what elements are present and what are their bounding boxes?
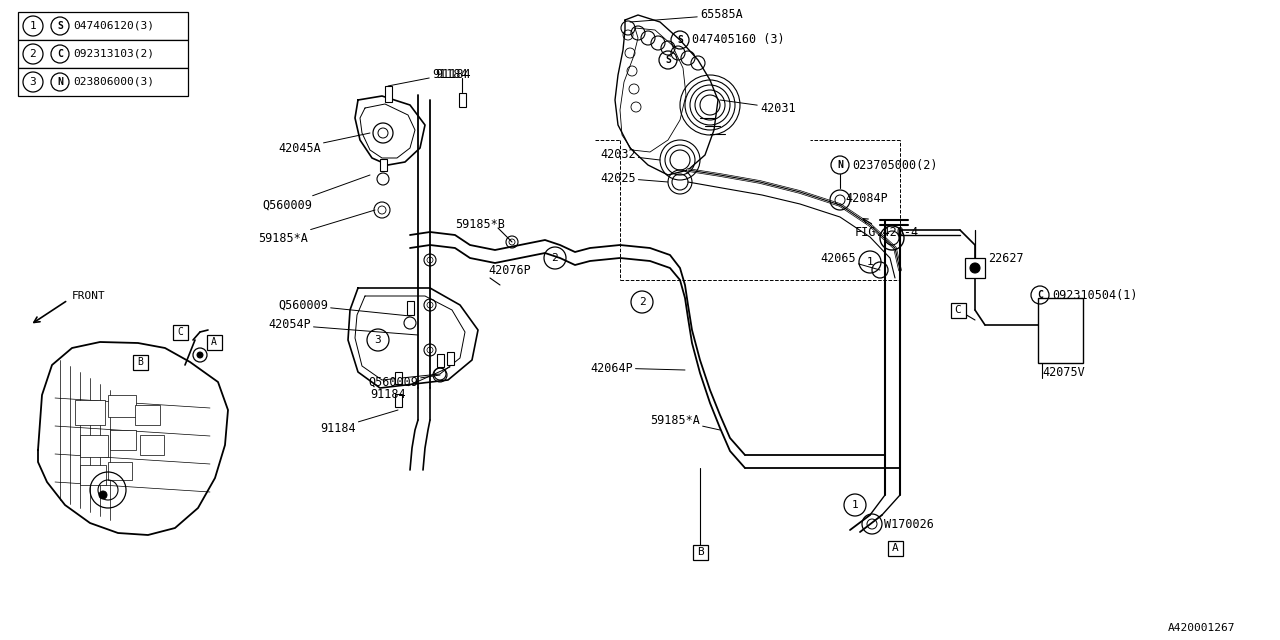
- Text: 42076P: 42076P: [488, 264, 531, 276]
- Text: 22627: 22627: [988, 252, 1024, 264]
- Text: Q560009: Q560009: [262, 175, 370, 211]
- Text: FIG.420-4: FIG.420-4: [855, 219, 919, 239]
- Text: 047406120(3): 047406120(3): [73, 21, 154, 31]
- Text: 42031: 42031: [719, 100, 796, 115]
- Text: N: N: [58, 77, 63, 87]
- Text: 1: 1: [29, 21, 36, 31]
- Text: 42045A: 42045A: [278, 133, 370, 154]
- Circle shape: [970, 263, 980, 273]
- FancyBboxPatch shape: [447, 351, 453, 365]
- Text: N: N: [837, 160, 844, 170]
- FancyBboxPatch shape: [133, 355, 147, 369]
- Text: 59185*A: 59185*A: [259, 210, 375, 244]
- Text: C: C: [177, 327, 183, 337]
- Text: B: B: [137, 357, 143, 367]
- Text: 092313103(2): 092313103(2): [73, 49, 154, 59]
- Text: 42075V: 42075V: [1042, 365, 1084, 378]
- FancyBboxPatch shape: [140, 435, 164, 455]
- FancyBboxPatch shape: [108, 462, 132, 480]
- Text: S: S: [58, 21, 63, 31]
- Text: 91184: 91184: [435, 67, 471, 81]
- Text: C: C: [58, 49, 63, 59]
- Text: Q560009: Q560009: [369, 375, 440, 388]
- FancyBboxPatch shape: [407, 301, 413, 315]
- Text: 42032: 42032: [600, 148, 660, 161]
- Text: Q560009: Q560009: [278, 298, 410, 316]
- Text: 2: 2: [552, 253, 558, 263]
- Text: S: S: [677, 35, 684, 45]
- FancyBboxPatch shape: [1038, 298, 1083, 363]
- Text: A: A: [211, 337, 216, 347]
- Text: 2: 2: [29, 49, 36, 59]
- Text: 42054P: 42054P: [268, 319, 419, 335]
- FancyBboxPatch shape: [458, 93, 466, 107]
- FancyBboxPatch shape: [108, 395, 136, 417]
- Text: 59185*A: 59185*A: [650, 413, 719, 430]
- FancyBboxPatch shape: [436, 353, 443, 367]
- Text: 1: 1: [867, 257, 873, 267]
- Polygon shape: [348, 288, 477, 388]
- FancyBboxPatch shape: [110, 430, 136, 450]
- FancyBboxPatch shape: [394, 394, 402, 406]
- Text: 3: 3: [29, 77, 36, 87]
- Text: 65585A: 65585A: [630, 8, 742, 22]
- FancyBboxPatch shape: [887, 541, 902, 556]
- Text: 42025: 42025: [600, 172, 668, 184]
- FancyBboxPatch shape: [692, 545, 708, 559]
- Text: B: B: [696, 547, 704, 557]
- Text: 42084P: 42084P: [845, 191, 888, 205]
- Text: C: C: [955, 305, 961, 315]
- Text: FRONT: FRONT: [72, 291, 106, 301]
- Polygon shape: [355, 96, 425, 165]
- Text: W170026: W170026: [884, 518, 934, 531]
- Polygon shape: [38, 342, 228, 535]
- Text: 2: 2: [639, 297, 645, 307]
- Text: 91184: 91184: [388, 67, 467, 86]
- FancyBboxPatch shape: [384, 86, 392, 102]
- Text: 1: 1: [851, 500, 859, 510]
- FancyBboxPatch shape: [18, 68, 188, 96]
- Polygon shape: [614, 15, 718, 175]
- Text: 59185*B: 59185*B: [454, 218, 504, 232]
- Text: 42065: 42065: [820, 252, 881, 270]
- FancyBboxPatch shape: [134, 405, 160, 425]
- Text: C: C: [1037, 290, 1043, 300]
- Text: 023705000(2): 023705000(2): [852, 159, 937, 172]
- FancyBboxPatch shape: [965, 258, 986, 278]
- FancyBboxPatch shape: [379, 159, 387, 171]
- Text: 91184: 91184: [370, 367, 451, 401]
- Text: A: A: [892, 543, 899, 553]
- FancyBboxPatch shape: [173, 324, 187, 339]
- Circle shape: [99, 491, 108, 499]
- Text: 3: 3: [375, 335, 381, 345]
- FancyBboxPatch shape: [394, 372, 402, 384]
- FancyBboxPatch shape: [76, 400, 105, 425]
- FancyBboxPatch shape: [951, 303, 965, 317]
- FancyBboxPatch shape: [18, 12, 188, 40]
- Text: A420001267: A420001267: [1167, 623, 1235, 633]
- FancyBboxPatch shape: [18, 40, 188, 68]
- Circle shape: [197, 352, 204, 358]
- Text: 91184: 91184: [320, 410, 398, 435]
- Text: 42064P: 42064P: [590, 362, 685, 374]
- FancyBboxPatch shape: [79, 435, 108, 457]
- Text: 047405160 (3): 047405160 (3): [692, 33, 785, 47]
- Text: S: S: [666, 55, 671, 65]
- Text: 092310504(1): 092310504(1): [1052, 289, 1138, 301]
- Text: 023806000(3): 023806000(3): [73, 77, 154, 87]
- FancyBboxPatch shape: [79, 465, 106, 485]
- FancyBboxPatch shape: [206, 335, 221, 349]
